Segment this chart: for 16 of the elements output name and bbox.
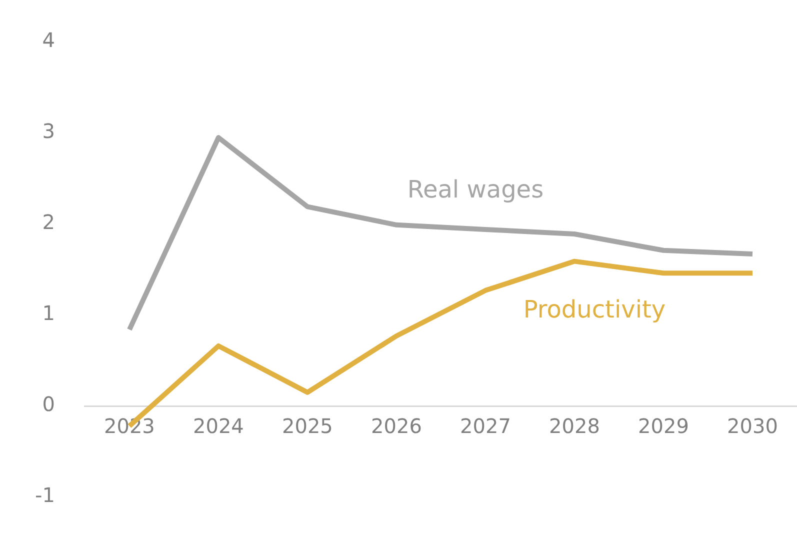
y-tick-label: 2 [42, 210, 55, 234]
x-tick-label: 2026 [371, 414, 422, 438]
x-tick-label: 2023 [104, 414, 155, 438]
y-tick-label: -1 [34, 483, 55, 508]
x-tick-label: 2029 [638, 414, 689, 438]
y-tick-label: 3 [42, 119, 55, 144]
x-tick-label: 2024 [193, 414, 244, 438]
y-tick-label: 1 [42, 301, 55, 326]
x-tick-label: 2025 [282, 414, 333, 438]
y-tick-label: 0 [42, 392, 55, 416]
x-tick-label: 2030 [727, 414, 778, 438]
x-tick-label: 2028 [549, 414, 600, 438]
series-label: Real wages [407, 176, 544, 204]
y-tick-label: 4 [42, 28, 55, 52]
x-tick-label: 2027 [460, 414, 511, 438]
series-label: Productivity [523, 296, 666, 324]
